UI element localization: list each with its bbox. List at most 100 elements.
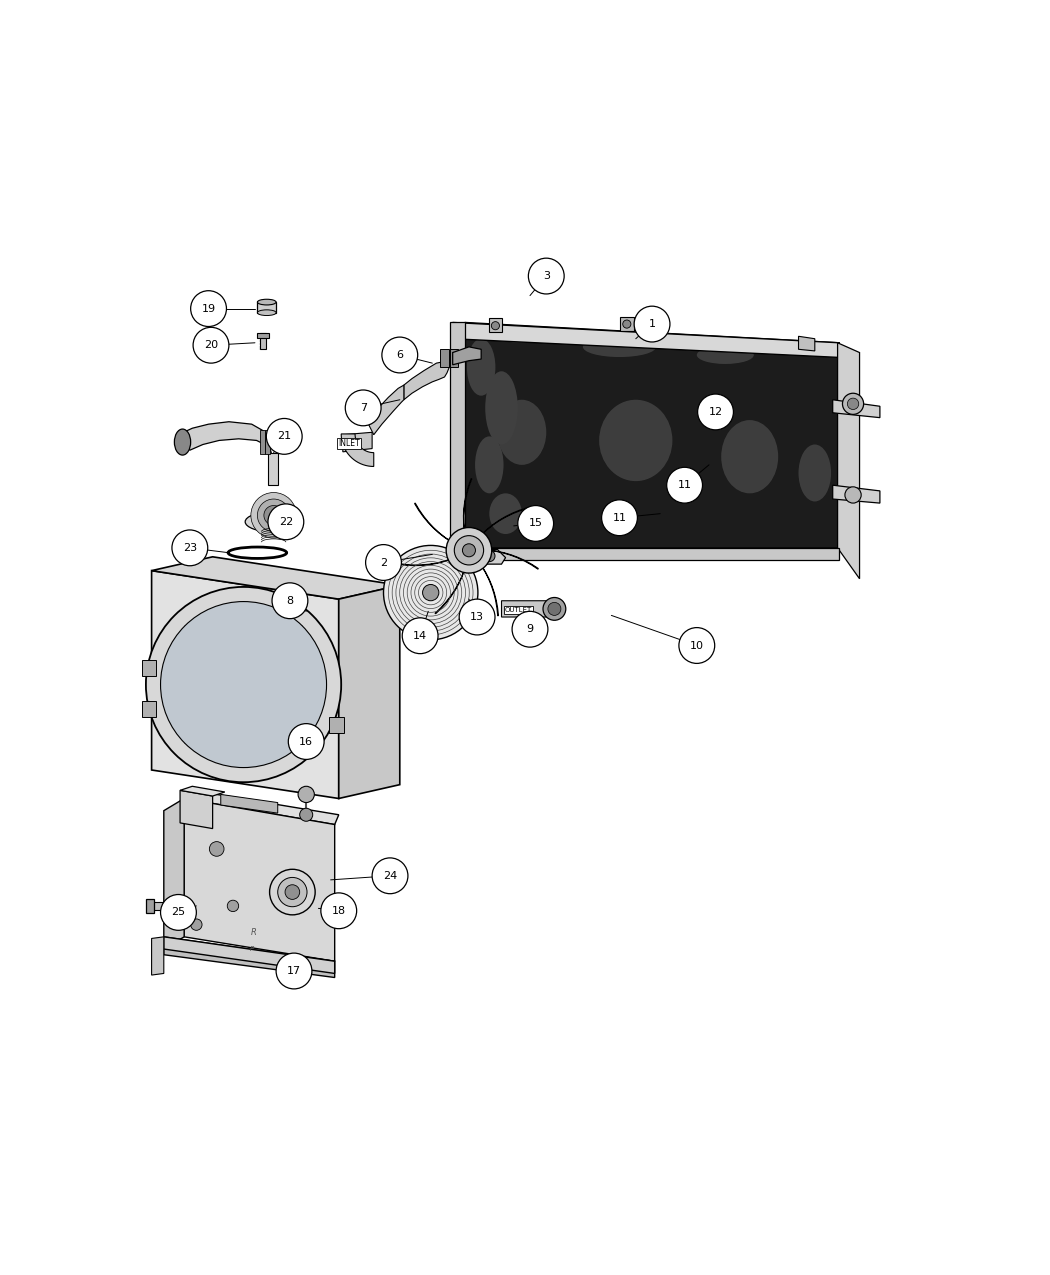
Circle shape xyxy=(289,724,324,760)
Text: 16: 16 xyxy=(299,737,313,747)
Circle shape xyxy=(484,551,495,562)
Circle shape xyxy=(697,394,733,430)
Text: 3: 3 xyxy=(543,272,550,280)
Circle shape xyxy=(512,611,548,648)
Polygon shape xyxy=(259,333,266,349)
Ellipse shape xyxy=(246,511,302,532)
Polygon shape xyxy=(453,347,481,365)
Polygon shape xyxy=(620,316,634,330)
Circle shape xyxy=(602,500,637,536)
Polygon shape xyxy=(151,901,187,910)
Polygon shape xyxy=(181,790,212,829)
Circle shape xyxy=(251,492,296,538)
Polygon shape xyxy=(415,504,450,542)
Text: 18: 18 xyxy=(332,905,345,915)
Circle shape xyxy=(845,487,861,504)
Text: 20: 20 xyxy=(204,340,218,351)
Circle shape xyxy=(257,499,290,532)
Bar xyxy=(259,430,265,454)
Circle shape xyxy=(679,627,715,663)
Polygon shape xyxy=(151,937,164,975)
Polygon shape xyxy=(463,478,471,530)
Polygon shape xyxy=(482,566,499,616)
Polygon shape xyxy=(453,548,839,560)
Circle shape xyxy=(321,892,357,928)
Circle shape xyxy=(446,528,491,572)
Text: 10: 10 xyxy=(690,640,704,650)
Text: 21: 21 xyxy=(277,431,291,441)
Polygon shape xyxy=(838,343,860,579)
Circle shape xyxy=(462,543,476,557)
Polygon shape xyxy=(256,333,269,338)
Polygon shape xyxy=(450,323,465,548)
Polygon shape xyxy=(184,790,339,825)
Ellipse shape xyxy=(257,310,276,315)
Circle shape xyxy=(299,808,313,821)
Polygon shape xyxy=(465,323,839,548)
Circle shape xyxy=(161,895,196,931)
Bar xyxy=(329,717,343,733)
Circle shape xyxy=(365,544,401,580)
Circle shape xyxy=(172,530,208,566)
Ellipse shape xyxy=(498,400,546,465)
Circle shape xyxy=(543,598,566,620)
Text: 17: 17 xyxy=(287,966,301,975)
Circle shape xyxy=(842,393,863,414)
Polygon shape xyxy=(435,570,464,613)
Polygon shape xyxy=(220,794,277,813)
Circle shape xyxy=(191,291,227,326)
Circle shape xyxy=(298,787,314,802)
Circle shape xyxy=(264,506,284,525)
Polygon shape xyxy=(151,571,339,798)
Ellipse shape xyxy=(798,445,832,501)
Text: INLET: INLET xyxy=(338,439,360,449)
Circle shape xyxy=(623,320,631,328)
Text: 14: 14 xyxy=(413,631,427,641)
Polygon shape xyxy=(399,560,450,566)
Polygon shape xyxy=(181,422,271,465)
Circle shape xyxy=(161,602,327,768)
Ellipse shape xyxy=(475,436,504,493)
Polygon shape xyxy=(502,601,550,617)
Circle shape xyxy=(459,599,495,635)
Polygon shape xyxy=(489,551,539,569)
Text: 22: 22 xyxy=(278,516,293,527)
Text: 11: 11 xyxy=(612,513,627,523)
Polygon shape xyxy=(833,486,880,504)
Text: P: P xyxy=(250,946,254,952)
Ellipse shape xyxy=(583,337,656,357)
Polygon shape xyxy=(184,798,335,961)
Bar xyxy=(142,660,156,677)
Polygon shape xyxy=(164,798,184,949)
Text: 2: 2 xyxy=(380,557,387,567)
Polygon shape xyxy=(339,585,400,798)
Circle shape xyxy=(528,258,564,295)
Circle shape xyxy=(227,900,238,912)
Circle shape xyxy=(548,602,561,616)
Polygon shape xyxy=(343,432,372,451)
Polygon shape xyxy=(268,453,277,486)
Text: 15: 15 xyxy=(529,519,543,528)
Polygon shape xyxy=(151,557,400,599)
Circle shape xyxy=(634,306,670,342)
Circle shape xyxy=(272,583,308,618)
Text: OUTLET: OUTLET xyxy=(505,607,532,613)
Circle shape xyxy=(455,536,484,565)
Circle shape xyxy=(193,328,229,363)
Polygon shape xyxy=(164,937,335,973)
Ellipse shape xyxy=(697,346,754,363)
Ellipse shape xyxy=(600,400,672,481)
Polygon shape xyxy=(453,323,839,357)
Polygon shape xyxy=(181,787,225,796)
Polygon shape xyxy=(482,507,527,534)
Ellipse shape xyxy=(498,326,538,343)
Polygon shape xyxy=(146,899,154,913)
Circle shape xyxy=(277,877,307,907)
Circle shape xyxy=(422,584,439,601)
Circle shape xyxy=(270,870,315,915)
Polygon shape xyxy=(164,937,335,978)
Circle shape xyxy=(209,842,224,857)
Polygon shape xyxy=(469,550,506,564)
Circle shape xyxy=(146,586,341,783)
Circle shape xyxy=(383,546,478,640)
